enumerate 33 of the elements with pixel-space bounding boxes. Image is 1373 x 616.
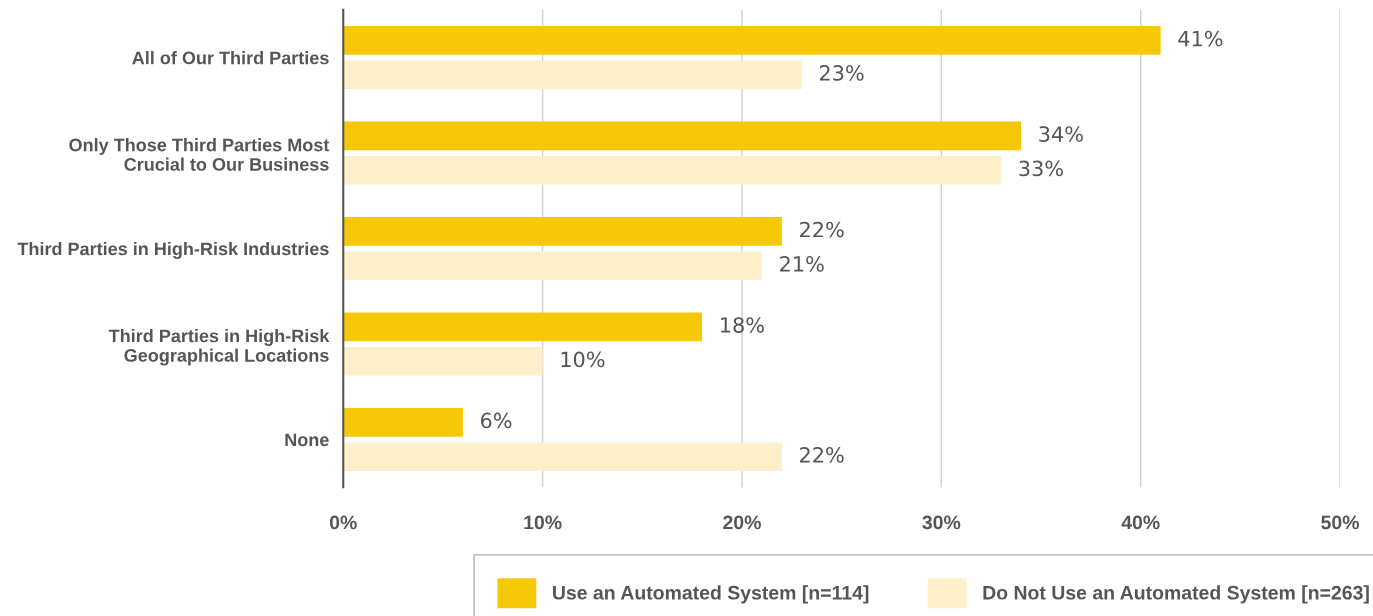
bar [343,155,1002,185]
x-tick-label: 0% [329,515,357,530]
data-label: 6% [480,412,512,429]
data-label: 22% [800,221,844,238]
x-tick-label: 30% [922,515,961,530]
y-tick-label: Only Those Third Parties Most Crucial to Our Business [69,138,330,171]
bar [343,312,703,342]
y-tick-label: Third Parties in High-Risk Industries [17,242,329,259]
data-label: 18% [721,317,764,333]
bar [343,251,762,281]
data-label: 41% [1178,30,1223,47]
data-label: 10% [561,351,605,368]
y-tick-label: None [285,433,329,447]
x-tick-label: 50% [1321,515,1359,530]
data-label: 22% [800,446,844,463]
y-tick-label: Third Parties in High-Risk Geographical Locations [108,329,330,366]
bar [343,60,802,90]
bar [343,346,543,376]
data-label: 21% [780,256,824,272]
bar [343,26,1161,55]
bar [343,408,463,437]
data-label: 23% [819,65,864,81]
x-tick-label: 10% [524,515,562,530]
legend-label: Do Not Use an Automated System [n=263] [983,585,1369,604]
data-label: 33% [1019,160,1063,177]
x-tick-label: 40% [1121,515,1160,530]
bar [343,121,1022,151]
data-label: 34% [1039,126,1083,142]
bar [343,217,782,246]
x-tick-label: 20% [723,515,761,530]
y-tick-label: All of Our Third Parties [132,51,329,65]
legend-label: Use an Automated System [n=114] [553,585,869,604]
bar [343,442,782,472]
